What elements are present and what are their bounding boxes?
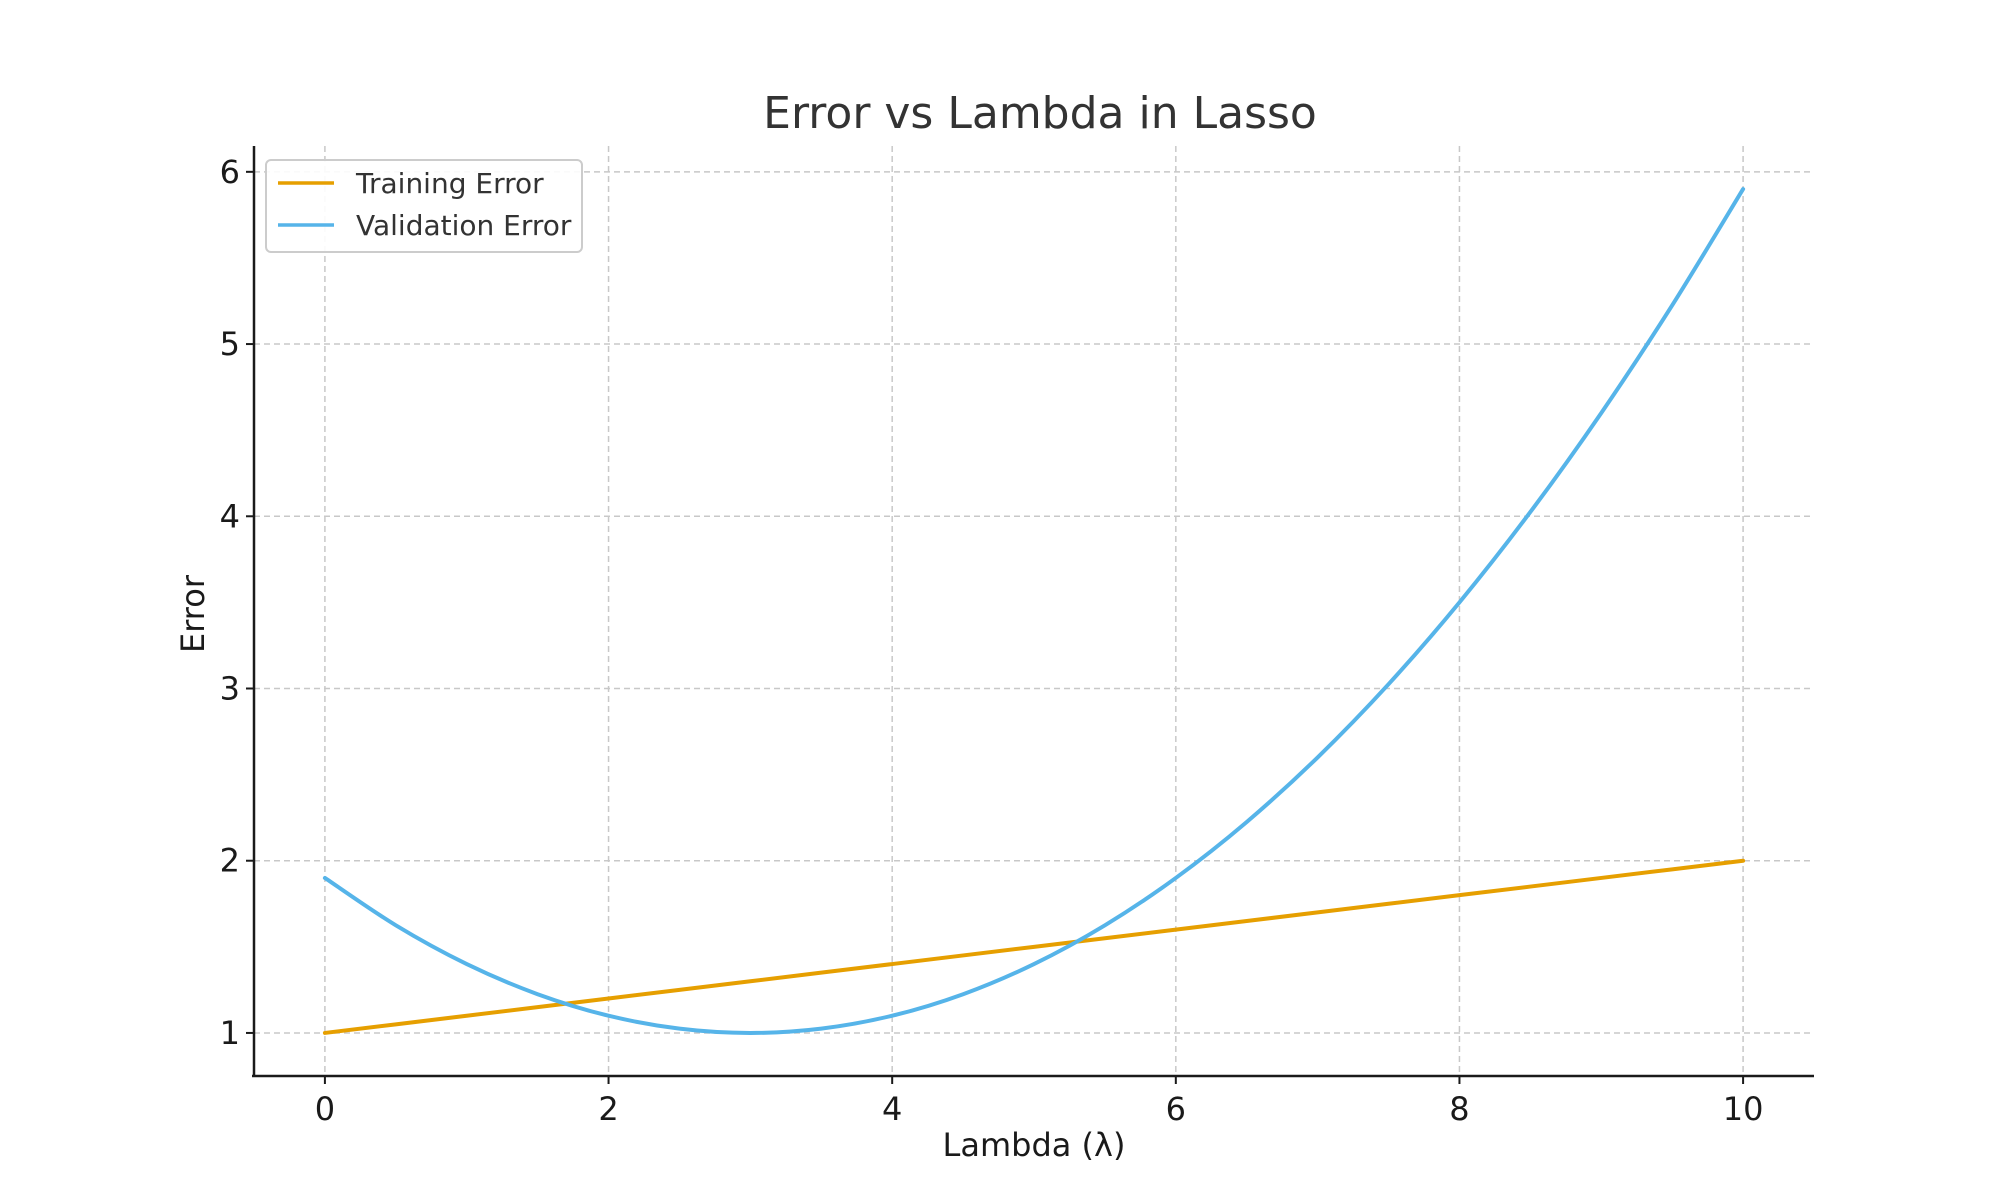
x-tick-label: 8 [1449, 1090, 1469, 1128]
y-tick-label: 1 [220, 1014, 240, 1052]
grid [254, 146, 1814, 1076]
legend: Training Error Validation Error [265, 159, 583, 253]
series-line-training-error [322, 858, 1746, 1035]
y-axis-label: Error [174, 574, 212, 653]
legend-box [265, 159, 583, 253]
x-tick-label: 0 [315, 1090, 335, 1128]
series-lines [322, 187, 1746, 1035]
legend-label-training-error: Training Error [355, 167, 544, 200]
axes [252, 146, 1814, 1078]
y-tick-label: 4 [220, 497, 240, 535]
y-tick-label: 3 [220, 670, 240, 708]
series-line-validation-error [322, 187, 1746, 1035]
x-axis-label: Lambda (λ) [943, 1126, 1126, 1164]
legend-label-validation-error: Validation Error [356, 209, 572, 242]
y-tick-label: 6 [220, 153, 240, 191]
y-ticks: 1 2 3 4 5 6 [220, 153, 254, 1052]
x-tick-label: 6 [1166, 1090, 1186, 1128]
x-tick-label: 2 [598, 1090, 618, 1128]
x-tick-label: 4 [882, 1090, 902, 1128]
y-tick-label: 2 [220, 842, 240, 880]
x-tick-label: 10 [1723, 1090, 1764, 1128]
y-tick-label: 5 [220, 325, 240, 363]
x-ticks: 0 2 4 6 8 10 [315, 1076, 1764, 1128]
chart-title: Error vs Lambda in Lasso [763, 88, 1317, 139]
